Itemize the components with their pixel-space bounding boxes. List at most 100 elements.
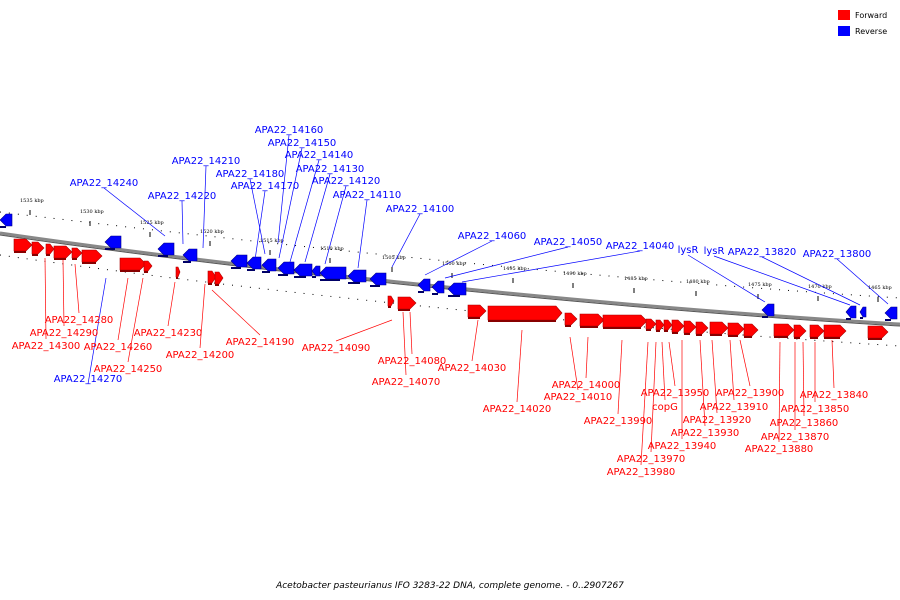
gene-label[interactable]: APA22_14240 [70, 178, 139, 189]
gene-arrow[interactable] [859, 306, 867, 318]
gene-label[interactable]: APA22_14150 [268, 138, 337, 149]
gene-label[interactable]: APA22_14090 [302, 343, 371, 354]
gene-label[interactable]: APA22_13840 [800, 390, 869, 401]
gene-label[interactable]: APA22_14190 [226, 337, 295, 348]
gene-arrow[interactable] [695, 321, 709, 335]
gene-label[interactable]: APA22_13910 [700, 402, 769, 413]
gene-arrow[interactable] [884, 306, 898, 320]
gene-arrow[interactable] [214, 271, 224, 285]
gene-label[interactable]: APA22_14020 [483, 404, 552, 415]
gene-arrow[interactable] [417, 278, 431, 292]
gene-arrow[interactable] [104, 235, 122, 249]
gene-label[interactable]: copG [652, 402, 678, 413]
gene-arrow[interactable] [45, 243, 55, 255]
gene-label[interactable]: APA22_14270 [54, 374, 123, 385]
gene-label[interactable]: lysR [678, 245, 699, 256]
gene-label[interactable]: APA22_13920 [683, 415, 752, 426]
gene-label[interactable]: APA22_13930 [671, 428, 740, 439]
gene-arrow[interactable] [319, 266, 347, 280]
gene-label[interactable]: APA22_14040 [606, 241, 675, 252]
gene-label[interactable]: APA22_13800 [803, 249, 872, 260]
gene-label[interactable]: APA22_13970 [617, 454, 686, 465]
gene-label[interactable]: APA22_14130 [296, 164, 365, 175]
gene-arrow[interactable] [387, 295, 395, 307]
gene-arrow[interactable] [261, 258, 277, 272]
gene-label[interactable]: APA22_14300 [12, 341, 81, 352]
gene-label[interactable]: APA22_14100 [386, 204, 455, 215]
gene-label[interactable]: APA22_13980 [607, 467, 676, 478]
gene-label[interactable]: APA22_14110 [333, 190, 402, 201]
gene-arrow[interactable] [431, 280, 445, 294]
gene-label[interactable]: APA22_14210 [172, 156, 241, 167]
gene-label[interactable]: APA22_13870 [761, 432, 830, 443]
gene-arrow[interactable] [207, 270, 217, 284]
gene-arrow[interactable] [655, 319, 665, 331]
gene-arrow[interactable] [397, 296, 417, 310]
gene-arrow[interactable] [369, 272, 387, 286]
gene-arrow[interactable] [727, 322, 745, 336]
gene-arrow[interactable] [143, 260, 153, 272]
gene-arrow[interactable] [761, 303, 775, 317]
gene-label[interactable]: lysR [704, 246, 725, 257]
gene-arrow[interactable] [81, 249, 103, 263]
gene-label[interactable]: APA22_14230 [134, 328, 203, 339]
gene-label[interactable]: APA22_14080 [378, 356, 447, 367]
gene-label[interactable]: APA22_13880 [745, 444, 814, 455]
gene-label[interactable]: APA22_14250 [94, 364, 163, 375]
gene-label[interactable]: APA22_14070 [372, 377, 441, 388]
gene-label[interactable]: APA22_14120 [312, 176, 381, 187]
gene-label[interactable]: APA22_13990 [584, 416, 653, 427]
gene-arrow[interactable] [293, 263, 313, 277]
gene-label[interactable]: APA22_14220 [148, 191, 217, 202]
gene-label[interactable]: APA22_14260 [84, 342, 153, 353]
gene-arrow[interactable] [845, 305, 857, 319]
gene-arrow[interactable] [230, 254, 248, 268]
gene-arrow[interactable] [663, 319, 673, 331]
gene-label[interactable]: APA22_13860 [770, 418, 839, 429]
gene-arrow[interactable] [867, 325, 889, 339]
gene-arrow[interactable] [347, 269, 367, 283]
gene-arrow[interactable] [311, 265, 321, 277]
gene-arrow[interactable] [743, 323, 759, 337]
gene-arrow[interactable] [71, 247, 83, 259]
gene-arrow[interactable] [602, 314, 648, 328]
gene-label[interactable]: APA22_14290 [30, 328, 99, 339]
gene-arrow[interactable] [579, 313, 605, 327]
gene-arrow[interactable] [683, 320, 697, 334]
gene-arrow[interactable] [487, 305, 563, 321]
gene-arrow[interactable] [119, 257, 147, 271]
gene-arrow[interactable] [277, 261, 295, 275]
gene-label[interactable]: APA22_13950 [641, 388, 710, 399]
gene-label[interactable]: APA22_14170 [231, 181, 300, 192]
gene-arrow[interactable] [157, 242, 175, 256]
gene-arrow[interactable] [53, 245, 73, 259]
gene-arrow[interactable] [793, 324, 807, 338]
gene-label[interactable]: APA22_14000 [552, 380, 621, 391]
gene-arrow[interactable] [175, 266, 181, 278]
gene-label[interactable]: APA22_14010 [544, 392, 613, 403]
gene-label[interactable]: APA22_14050 [534, 237, 603, 248]
gene-arrow[interactable] [564, 312, 578, 326]
gene-label[interactable]: APA22_14280 [45, 315, 114, 326]
gene-arrow[interactable] [31, 241, 45, 255]
gene-arrow[interactable] [467, 304, 487, 318]
gene-arrow[interactable] [671, 319, 685, 333]
gene-label[interactable]: APA22_14200 [166, 350, 235, 361]
gene-arrow[interactable] [809, 324, 825, 338]
gene-arrow[interactable] [773, 323, 795, 337]
gene-label[interactable]: APA22_14030 [438, 363, 507, 374]
gene-label[interactable]: APA22_13850 [781, 404, 850, 415]
gene-label[interactable]: APA22_13820 [728, 247, 797, 258]
gene-label[interactable]: APA22_14140 [285, 150, 354, 161]
gene-label[interactable]: APA22_13900 [716, 388, 785, 399]
gene-arrow[interactable] [182, 248, 198, 262]
gene-arrow[interactable] [13, 238, 33, 252]
gene-label[interactable]: APA22_13940 [648, 441, 717, 452]
gene-label[interactable]: APA22_14060 [458, 231, 527, 242]
gene-arrow[interactable] [709, 321, 729, 335]
gene-label[interactable]: APA22_14160 [255, 125, 324, 136]
gene-arrow[interactable] [0, 213, 13, 227]
gene-arrow[interactable] [823, 324, 847, 338]
gene-label[interactable]: APA22_14180 [216, 169, 285, 180]
gene-arrow[interactable] [447, 282, 467, 296]
